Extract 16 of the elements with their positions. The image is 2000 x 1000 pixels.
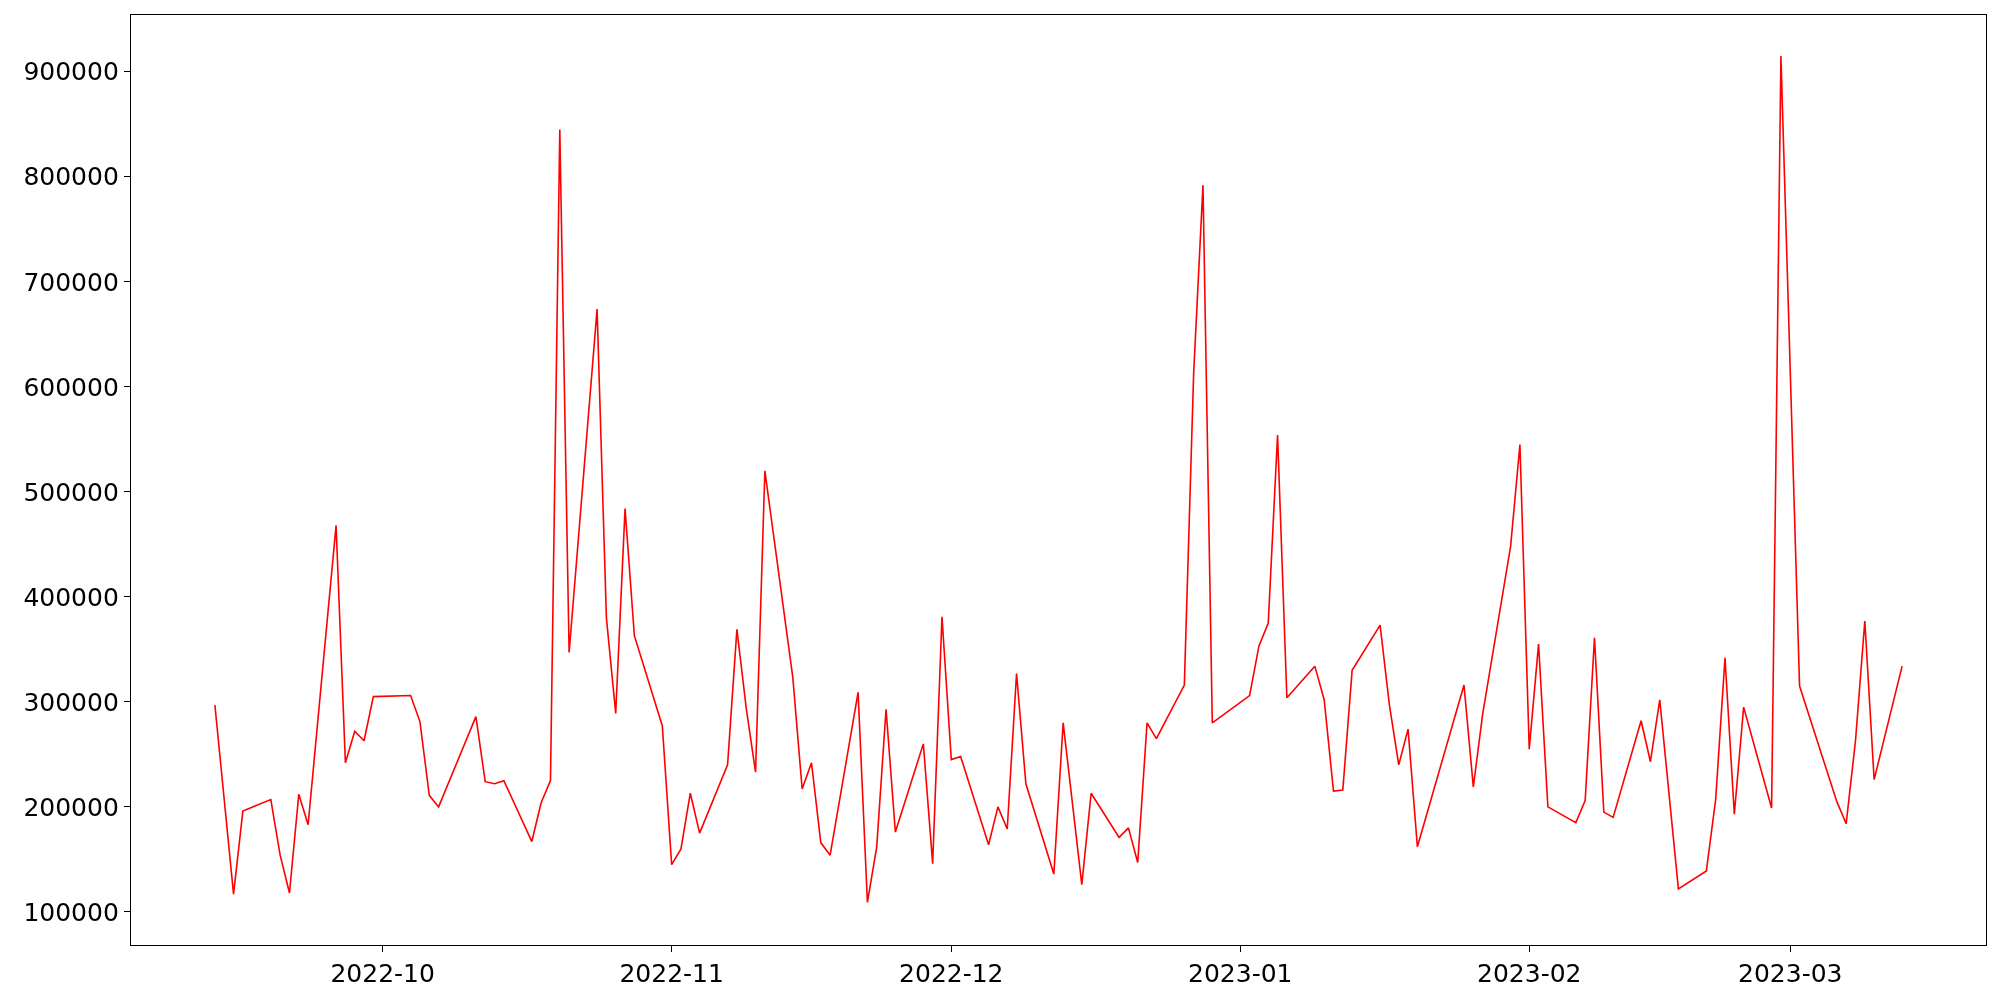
y-tick-label: 300000 <box>23 687 119 717</box>
x-tick-label: 2022-11 <box>619 959 724 989</box>
y-tick-label: 900000 <box>23 57 119 87</box>
y-tick-label: 100000 <box>23 897 119 927</box>
x-tick-label: 2023-03 <box>1738 959 1843 989</box>
y-tick-label: 600000 <box>23 372 119 402</box>
x-tick-label: 2023-02 <box>1477 959 1582 989</box>
x-tick-label: 2023-01 <box>1188 959 1293 989</box>
y-tick-label: 200000 <box>23 792 119 822</box>
y-tick-label: 800000 <box>23 162 119 192</box>
x-tick-label: 2022-12 <box>899 959 1004 989</box>
line-series <box>214 55 1903 904</box>
y-tick-label: 700000 <box>23 267 119 297</box>
y-tick-label: 500000 <box>23 477 119 507</box>
y-tick-label: 400000 <box>23 582 119 612</box>
x-tick-label: 2022-10 <box>330 959 435 989</box>
